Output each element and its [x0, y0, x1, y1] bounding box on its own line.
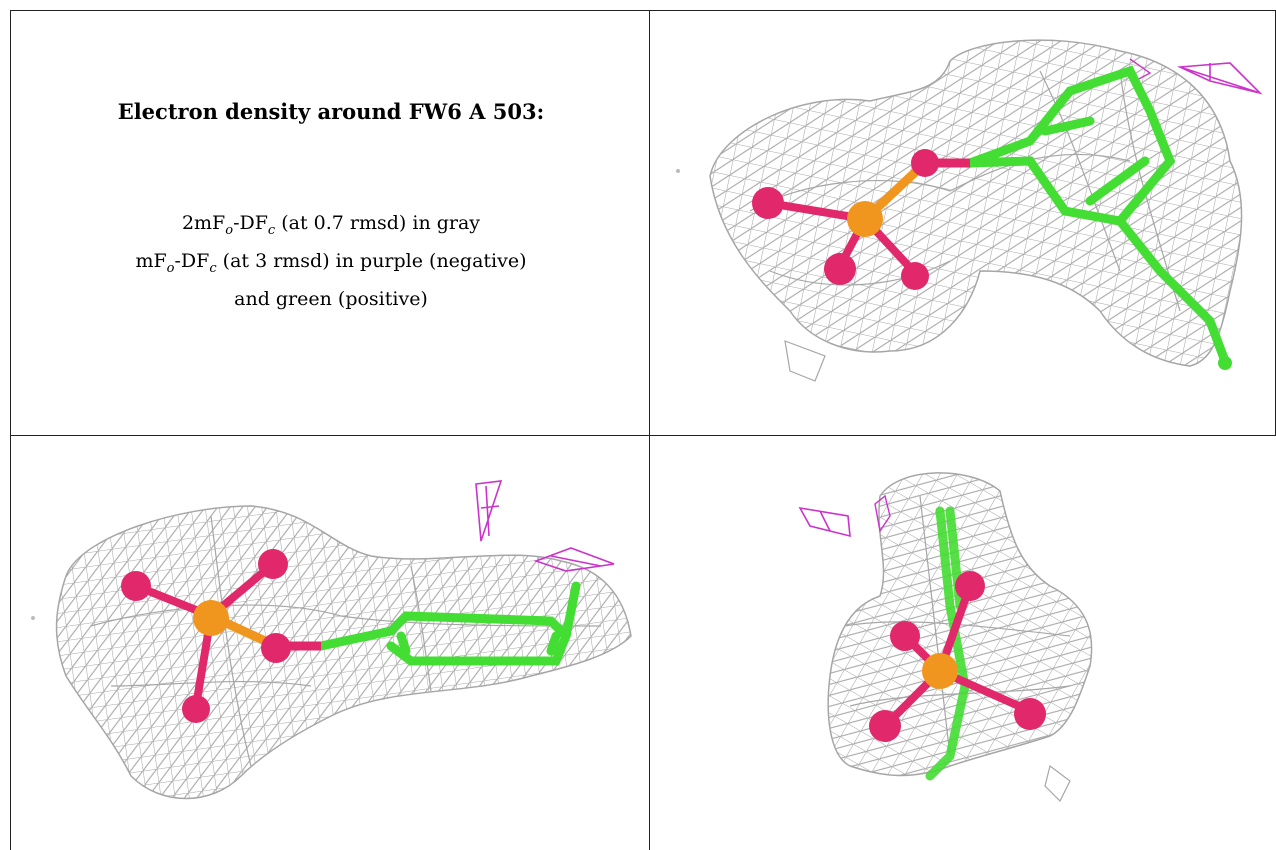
density-mesh: [55, 505, 632, 800]
ligand-carbons: [968, 65, 1230, 366]
density-view-1: [650, 10, 1276, 435]
negative-density-mesh: [475, 480, 503, 542]
figure-table: Electron density around FW6 A 503: 2mFo-…: [10, 10, 1276, 850]
density-render-1: [676, 39, 1263, 382]
legend-line-3: and green (positive): [234, 287, 428, 310]
negative-density-mesh: [1176, 62, 1263, 95]
legend-line-fofc: mFo-DFc (at 3 rmsd) in purple (negative): [135, 249, 527, 276]
caption-cell: Electron density around FW6 A 503: 2mFo-…: [10, 10, 650, 435]
density-render-3: [798, 472, 1093, 803]
phosphate-group: [869, 571, 1046, 742]
phosphate-group: [121, 549, 321, 723]
negative-density-mesh: [798, 506, 851, 538]
caption-title: Electron density around FW6 A 503:: [117, 99, 545, 124]
density-render-2: [31, 480, 632, 800]
legend-line-2fofc: 2mFo-DFc (at 0.7 rmsd) in gray: [181, 212, 481, 238]
density-view-3: [650, 435, 1276, 850]
phosphate-group: [752, 149, 970, 290]
ligand-carbons: [316, 581, 581, 666]
density-view-2: [10, 435, 650, 850]
caption-legend: 2mFo-DFc (at 0.7 rmsd) in gray mFo-DFc (…: [11, 208, 649, 314]
